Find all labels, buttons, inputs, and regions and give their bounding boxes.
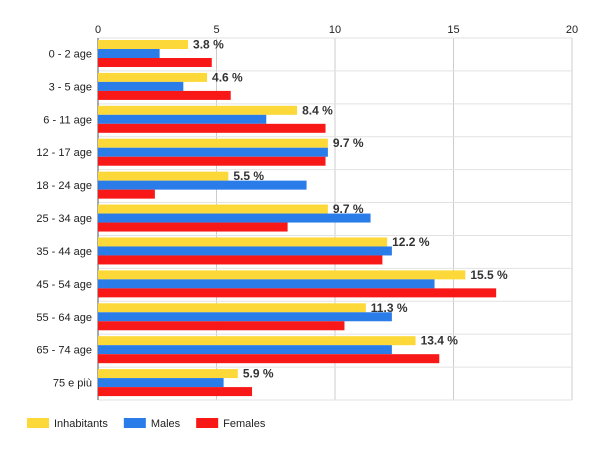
bar-males [98,180,307,190]
data-label: 15.5 % [470,268,508,282]
x-tick-label: 0 [95,24,101,36]
data-label: 11.3 % [371,301,408,315]
bar-inhabitants [98,303,366,313]
data-labels: 3.8 % 4.6 % 8.4 % 9.7 % 5.5 % 9.7 % 12.2 % 15.5… [193,38,508,381]
bar-inhabitants [98,237,388,247]
legend-swatch-females [196,418,219,428]
bar-females [98,288,497,298]
legend: Inhabitants Males Females [27,418,266,430]
bar-females [98,90,231,100]
bar-inhabitants [98,171,229,181]
bar-inhabitants [98,72,208,82]
x-tick-label: 20 [566,24,578,36]
legend-label-females: Females [223,418,266,430]
bar-females [98,387,253,397]
category-label: 0 - 2 age [49,49,92,61]
bar-inhabitants [98,138,328,148]
bar-males [98,213,371,223]
category-label: 65 - 74 age [36,345,92,357]
x-tick-label: 15 [447,24,459,36]
bars [98,40,497,397]
data-label: 9.7 % [333,136,364,150]
bar-males [98,378,224,388]
bar-females [98,354,440,364]
legend-swatch-inhabitants [27,418,49,428]
bar-males [98,312,392,322]
category-label: 25 - 34 age [36,213,92,225]
bar-inhabitants [98,336,416,346]
category-label: 6 - 11 age [43,114,92,126]
category-labels: 0 - 2 age 3 - 5 age 6 - 11 age 12 - 17 age 1… [36,49,92,390]
data-label: 13.4 % [421,334,459,348]
x-tick-label: 5 [213,24,219,36]
bar-females [98,321,345,331]
data-label: 9.7 % [333,202,364,216]
category-label: 55 - 64 age [36,312,92,324]
data-label: 12.2 % [392,235,430,249]
legend-swatch-males [123,418,146,428]
category-label: 45 - 54 age [36,279,92,291]
legend-label-inhabitants: Inhabitants [54,418,108,430]
data-label: 8.4 % [302,103,333,117]
bar-males [98,279,435,289]
bar-males [98,147,328,157]
bar-males [98,49,160,58]
category-label: 3 - 5 age [49,81,92,93]
category-label: 75 e più [53,378,92,390]
data-label: 3.8 % [193,38,224,52]
category-label: 35 - 44 age [36,246,92,258]
bar-females [98,123,326,133]
legend-label-males: Males [151,418,181,430]
bar-males [98,345,392,355]
bar-females [98,222,288,232]
category-label: 18 - 24 age [36,180,92,192]
data-label: 5.5 % [233,169,264,183]
data-label: 4.6 % [212,70,243,84]
x-axis-ticks: 0 5 10 15 20 [95,24,578,36]
data-label: 5.9 % [243,367,274,381]
bar-males [98,246,392,256]
bar-females [98,255,383,265]
bar-females [98,58,212,67]
bar-males [98,81,184,91]
bar-females [98,156,326,166]
bar-inhabitants [98,204,328,214]
bar-inhabitants [98,270,466,280]
bar-males [98,114,267,124]
x-tick-label: 10 [329,24,341,36]
bar-inhabitants [98,369,238,379]
category-label: 12 - 17 age [36,147,92,159]
bar-inhabitants [98,40,189,49]
bar-females [98,189,155,199]
bar-inhabitants [98,105,298,115]
